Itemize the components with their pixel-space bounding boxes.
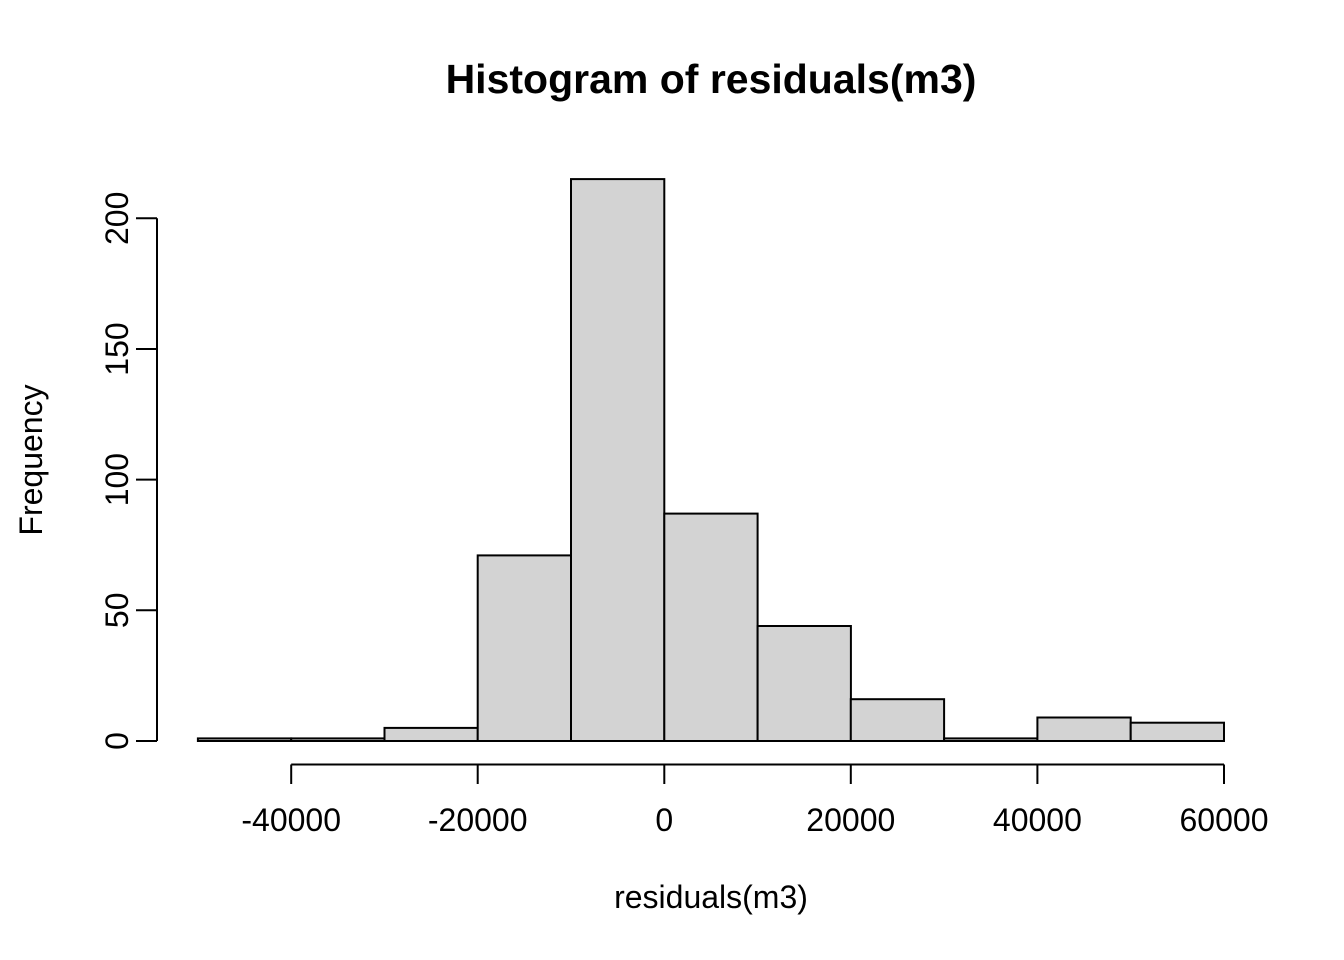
x-tick-label: 0 bbox=[655, 802, 673, 838]
x-tick-label: -20000 bbox=[428, 802, 528, 838]
histogram-bar bbox=[383, 726, 479, 743]
x-tick-label: 20000 bbox=[806, 802, 895, 838]
histogram-bar bbox=[1036, 716, 1132, 742]
x-tick-label: -40000 bbox=[241, 802, 341, 838]
histogram-bar bbox=[1129, 721, 1225, 743]
histogram-bar bbox=[290, 737, 386, 743]
histogram-bar bbox=[943, 737, 1039, 743]
histogram-bar bbox=[663, 512, 759, 742]
histogram-bar bbox=[196, 737, 293, 743]
histogram-bar bbox=[849, 698, 946, 743]
x-tick-label: 40000 bbox=[993, 802, 1082, 838]
x-tick-label: 60000 bbox=[1180, 802, 1269, 838]
histogram-bar bbox=[570, 178, 666, 743]
histogram-bars bbox=[196, 178, 1225, 743]
histogram-bar bbox=[476, 554, 573, 743]
y-axis-label: Frequency bbox=[13, 384, 49, 535]
axes: -40000 -20000 0 20000 40000 60000 0 50 100 150 200 bbox=[99, 192, 1268, 838]
y-tick-label: 100 bbox=[99, 453, 135, 506]
histogram-bar bbox=[756, 625, 852, 742]
x-axis-label: residuals(m3) bbox=[614, 879, 808, 915]
y-tick-label: 200 bbox=[99, 192, 135, 245]
y-tick-label: 0 bbox=[99, 732, 135, 750]
y-tick-label: 50 bbox=[99, 593, 135, 629]
chart-title: Histogram of residuals(m3) bbox=[446, 56, 977, 102]
y-tick-label: 150 bbox=[99, 322, 135, 375]
